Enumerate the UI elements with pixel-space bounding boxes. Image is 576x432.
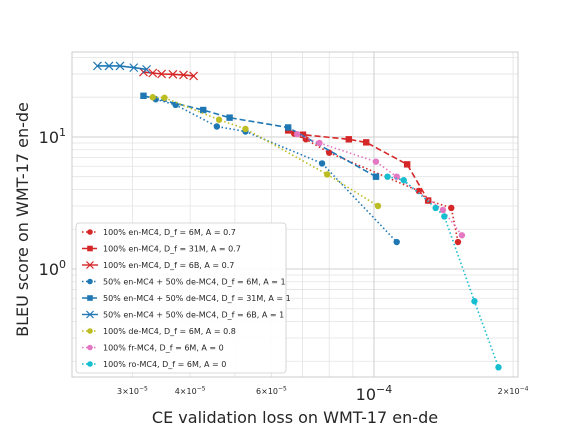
data-point: [161, 94, 168, 101]
series-7: [149, 94, 382, 210]
data-point: [157, 69, 167, 79]
legend-marker: [86, 261, 94, 269]
data-point: [372, 158, 380, 165]
legend: 100% en-MC4, D_f = 6M, A = 0.7 100% en-MC…: [75, 222, 291, 374]
data-point: [129, 63, 139, 73]
legend-item: 50% en-MC4 + 50% de-MC4, D_f = 6B, A = 1: [82, 311, 284, 320]
legend-marker: [87, 245, 93, 252]
legend-item: 100% en-MC4, D_f = 6B, A = 0.7: [82, 261, 234, 270]
legend-label: 100% en-MC4, D_f = 6M, A = 0.7: [103, 228, 236, 237]
legend-marker: [87, 295, 93, 301]
data-point: [213, 123, 221, 130]
series-line: [155, 98, 398, 243]
tick-labels: 10−4 3×10−5 4×10−5 6×10−5 2×10−4 100 101: [39, 126, 529, 404]
series-6: [93, 61, 152, 74]
data-point: [200, 106, 207, 114]
x-tick-label: 2×10−4: [498, 385, 529, 396]
data-point: [441, 213, 448, 220]
data-point: [374, 202, 382, 210]
legend-box: [75, 222, 287, 374]
legend-marker: [87, 328, 93, 334]
data-point: [403, 161, 411, 168]
legend-item: 50% en-MC4 + 50% de-MC4, D_f = 31M, A = …: [82, 294, 291, 303]
data-point: [148, 68, 158, 78]
series-layer: [93, 61, 502, 371]
legend-marker: [87, 229, 93, 235]
data-point: [242, 125, 249, 133]
x-axis-label: CE validation loss on WMT-17 en-de: [152, 408, 438, 427]
legend-item: 100% fr-MC4, D_f = 6M, A = 0: [82, 344, 224, 353]
x-tick-label: 10−4: [356, 383, 393, 404]
y-tick-label: 101: [39, 126, 66, 147]
series-line: [387, 175, 500, 368]
legend-marker: [87, 278, 93, 285]
data-point: [215, 116, 223, 123]
data-point: [458, 232, 466, 239]
data-point: [179, 70, 188, 80]
data-point: [299, 131, 307, 138]
legend-marker: [87, 361, 93, 367]
data-point: [104, 61, 114, 71]
data-point: [384, 173, 391, 180]
minor-gridlines: [72, 52, 518, 377]
legend-item: 100% en-MC4, D_f = 6M, A = 0.7: [82, 228, 236, 237]
data-point: [115, 61, 125, 71]
data-point: [226, 114, 233, 121]
y-axis-label: BLEU score on WMT-17 en-de: [13, 102, 32, 337]
legend-label: 100% en-MC4, D_f = 31M, A = 0.7: [103, 245, 241, 254]
data-point: [400, 177, 407, 184]
data-point: [448, 204, 455, 212]
data-point: [142, 64, 152, 74]
data-point: [471, 298, 478, 305]
data-point: [140, 92, 147, 99]
data-point: [363, 139, 370, 146]
series-line: [296, 133, 463, 236]
plot-frame: [71, 51, 519, 378]
series-8: [293, 130, 466, 239]
legend-item: 100% en-MC4, D_f = 31M, A = 0.7: [82, 245, 241, 254]
data-point: [326, 149, 333, 156]
data-point: [454, 238, 462, 246]
x-tick-label: 3×10−5: [117, 385, 148, 396]
data-point: [318, 160, 326, 167]
legend-label: 50% en-MC4 + 50% de-MC4, D_f = 31M, A = …: [103, 294, 291, 303]
y-tick-label: 100: [39, 258, 66, 279]
data-point: [168, 69, 178, 79]
legend-label: 100% ro-MC4, D_f = 6M, A = 0: [103, 360, 226, 369]
x-tick-label: 6×10−5: [256, 385, 287, 396]
legend-label: 100% fr-MC4, D_f = 6M, A = 0: [103, 344, 224, 353]
legend-label: 50% en-MC4 + 50% de-MC4, D_f = 6M, A = 1: [103, 278, 286, 287]
data-point: [393, 173, 400, 180]
data-point: [323, 171, 331, 178]
x-tick-label: 4×10−5: [175, 385, 206, 396]
data-point: [439, 206, 447, 214]
data-point: [495, 364, 502, 371]
data-point: [189, 71, 199, 81]
data-point: [372, 173, 380, 180]
data-point: [393, 238, 400, 246]
legend-marker: [87, 344, 93, 351]
series-9: [384, 173, 502, 371]
legend-item: 50% en-MC4 + 50% de-MC4, D_f = 6M, A = 1: [82, 278, 286, 287]
legend-marker: [86, 310, 94, 319]
legend-label: 100% de-MC4, D_f = 6M, A = 0.8: [103, 327, 236, 336]
data-point: [284, 124, 292, 131]
data-point: [316, 139, 323, 147]
data-point: [345, 136, 352, 143]
data-point: [93, 61, 102, 71]
legend-item: 100% ro-MC4, D_f = 6M, A = 0: [82, 360, 226, 369]
data-point: [293, 130, 301, 138]
legend-label: 100% en-MC4, D_f = 6B, A = 0.7: [103, 261, 234, 270]
legend-label: 50% en-MC4 + 50% de-MC4, D_f = 6B, A = 1: [103, 311, 284, 320]
data-point: [149, 94, 156, 101]
series-line: [152, 96, 379, 207]
data-point: [415, 187, 422, 195]
data-point: [432, 204, 439, 212]
series-line: [143, 71, 194, 77]
legend-item: 100% de-MC4, D_f = 6M, A = 0.8: [82, 327, 236, 336]
